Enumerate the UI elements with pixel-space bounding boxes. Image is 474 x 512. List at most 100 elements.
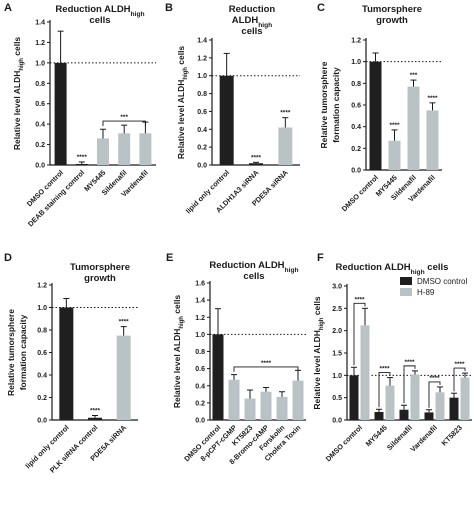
y-axis-label-line2: formation capacity bbox=[18, 314, 28, 390]
y-tick-label: 3.0 bbox=[332, 284, 342, 291]
significance-bracket bbox=[353, 302, 366, 366]
bar bbox=[260, 391, 272, 420]
bar bbox=[97, 138, 109, 165]
title-text: growth bbox=[84, 273, 116, 284]
y-axis-label-main: Relative level ALDH bbox=[12, 71, 22, 151]
panel-title-line: Reduction ALDHhigh bbox=[55, 4, 144, 18]
panel-title-line: Reduction bbox=[229, 4, 276, 15]
y-tick-label: 0.0 bbox=[351, 168, 361, 175]
y-tick-label: 0.8 bbox=[37, 328, 47, 335]
x-category-label: Vardenafil bbox=[408, 423, 439, 454]
panel-title-line: growth bbox=[376, 15, 408, 26]
y-axis-label-main: Relative tumorsphere bbox=[6, 309, 16, 396]
bar bbox=[219, 75, 234, 165]
bar-light bbox=[385, 385, 395, 420]
y-axis-label-main: Relative level ALDH bbox=[312, 330, 322, 410]
panel-letter: D bbox=[4, 252, 12, 264]
y-tick-label: 0.8 bbox=[195, 349, 205, 356]
bar bbox=[244, 398, 256, 420]
bar-dark bbox=[349, 375, 359, 420]
y-tick-label: 1.0 bbox=[197, 73, 207, 80]
y-tick-label: 0.0 bbox=[37, 418, 47, 425]
panel-letter: B bbox=[165, 2, 173, 14]
y-tick-label: 1.4 bbox=[195, 298, 205, 305]
y-tick-label: 1.0 bbox=[195, 332, 205, 339]
title-text: ALDH bbox=[232, 15, 259, 26]
y-tick-label: 0.4 bbox=[37, 373, 47, 380]
bar bbox=[407, 86, 420, 170]
y-tick-label: 1.2 bbox=[195, 315, 205, 322]
y-tick-label: 0.2 bbox=[351, 146, 361, 153]
panel-letter: F bbox=[317, 252, 324, 264]
title-subscript: high bbox=[258, 22, 272, 29]
y-tick-label: 0.5 bbox=[332, 395, 342, 402]
title-suffix: cells bbox=[425, 262, 449, 273]
bar bbox=[59, 307, 74, 420]
bar bbox=[54, 62, 67, 165]
y-tick-label: 0.2 bbox=[195, 400, 205, 407]
y-tick-label: 0.0 bbox=[197, 163, 207, 170]
y-axis-label-sub: high bbox=[183, 67, 189, 80]
bar bbox=[278, 127, 293, 165]
y-tick-label: 1.4 bbox=[35, 20, 45, 27]
significance-stars: **** bbox=[404, 359, 415, 366]
y-axis-label: Relative tumorsphere bbox=[6, 309, 16, 396]
y-tick-label: 0.8 bbox=[35, 81, 45, 88]
title-subscript: high bbox=[411, 269, 425, 276]
title-text: Reduction ALDH bbox=[55, 4, 130, 15]
bar bbox=[228, 379, 240, 420]
significance-stars: **** bbox=[427, 95, 438, 102]
y-tick-label: 2.0 bbox=[332, 328, 342, 335]
title-text: Reduction ALDH bbox=[336, 262, 411, 273]
bar bbox=[426, 110, 439, 170]
y-tick-label: 0.2 bbox=[35, 142, 45, 149]
x-category-label: DMSO control bbox=[324, 423, 364, 463]
panel-letter: C bbox=[317, 2, 325, 14]
bar-light bbox=[460, 377, 470, 420]
y-axis-label-sub: high bbox=[319, 317, 325, 330]
title-subscript: high bbox=[285, 267, 299, 274]
title-text: Tumorsphere bbox=[70, 262, 130, 273]
bar bbox=[276, 396, 288, 420]
bar bbox=[88, 417, 102, 420]
significance-stars: *** bbox=[410, 72, 418, 79]
panel-title-line: Reduction ALDHhigh bbox=[209, 260, 298, 274]
y-tick-label: 0.4 bbox=[351, 124, 361, 131]
significance-bracket bbox=[453, 367, 466, 392]
y-axis-label: Relative level ALDHhigh cells bbox=[176, 46, 189, 160]
significance-bracket bbox=[403, 365, 416, 404]
legend-swatch bbox=[400, 288, 412, 296]
bar bbox=[369, 61, 382, 170]
y-tick-label: 0.8 bbox=[197, 91, 207, 98]
y-tick-label: 0.6 bbox=[35, 101, 45, 108]
y-axis-label: Relative tumorsphere bbox=[319, 61, 329, 148]
y-tick-label: 1.6 bbox=[195, 281, 205, 288]
y-tick-label: 0.0 bbox=[332, 418, 342, 425]
y-axis-label: Relative level ALDHhigh cells bbox=[12, 37, 25, 151]
y-tick-label: 1.2 bbox=[197, 55, 207, 62]
y-axis-label-suffix: cells bbox=[312, 296, 322, 318]
y-axis-label-suffix: cells bbox=[12, 37, 22, 59]
y-tick-label: 0.6 bbox=[195, 366, 205, 373]
y-axis-label-sub: high bbox=[179, 316, 185, 329]
bar-light bbox=[435, 392, 445, 420]
y-axis-label-line2: formation capacity bbox=[331, 67, 341, 143]
y-tick-label: 0.4 bbox=[35, 122, 45, 129]
bar bbox=[139, 133, 152, 165]
y-tick-label: 0.6 bbox=[351, 103, 361, 110]
y-tick-label: 0.2 bbox=[37, 395, 47, 402]
y-tick-label: 0.4 bbox=[197, 127, 207, 134]
panel-letter: A bbox=[4, 2, 12, 14]
y-axis-label-main: Relative level ALDH bbox=[172, 329, 182, 409]
significance-stars: **** bbox=[77, 154, 88, 161]
y-axis-label: Relative level ALDHhigh cells bbox=[312, 296, 325, 410]
significance-stars: **** bbox=[90, 408, 101, 415]
bar bbox=[118, 133, 131, 165]
y-tick-label: 0.0 bbox=[195, 418, 205, 425]
panel-title-line: growth bbox=[84, 273, 116, 284]
